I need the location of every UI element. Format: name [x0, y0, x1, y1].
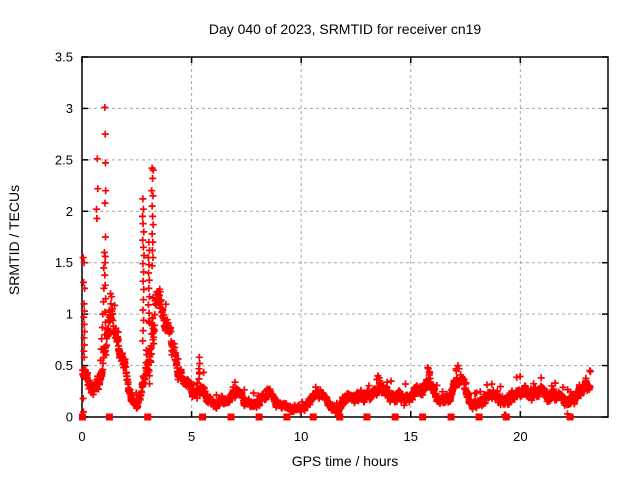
zero-marker-square	[363, 413, 371, 421]
zero-marker-square	[475, 413, 483, 421]
chart-title: Day 040 of 2023, SRMTID for receiver cn1…	[209, 21, 482, 37]
y-tick-label: 1.5	[55, 255, 73, 270]
zero-marker-square	[199, 413, 207, 421]
grid-lines	[82, 57, 608, 417]
y-tick-labels: 0 0.5 1 1.5 2 2.5 3 3.5	[55, 50, 73, 425]
x-tick-label: 15	[404, 429, 418, 444]
zero-marker-square	[419, 413, 427, 421]
y-tick-label: 2	[66, 204, 73, 219]
y-tick-label: 0	[66, 410, 73, 425]
zero-marker-square	[309, 413, 317, 421]
zero-marker-square	[502, 413, 510, 421]
zero-marker-square	[255, 413, 263, 421]
data-points	[78, 103, 594, 421]
x-tick-label: 0	[78, 429, 85, 444]
zero-marker-square	[283, 413, 291, 421]
x-tick-label: 20	[513, 429, 527, 444]
y-tick-label: 1	[66, 307, 73, 322]
zero-marker-square	[391, 413, 399, 421]
y-tick-label: 0.5	[55, 358, 73, 373]
y-tick-label: 2.5	[55, 152, 73, 167]
zero-marker-square	[336, 413, 344, 421]
zero-marker-square	[566, 413, 574, 421]
y-tick-label: 3.5	[55, 50, 73, 65]
x-tick-label: 5	[188, 429, 195, 444]
x-axis-label: GPS time / hours	[292, 453, 399, 469]
x-tick-label: 10	[294, 429, 308, 444]
y-axis-label: SRMTID / TECUs	[6, 185, 22, 295]
scatter-points	[79, 103, 594, 419]
plot-border	[81, 56, 609, 418]
x-tick-labels: 0 5 10 15 20	[78, 429, 527, 444]
zero-marker-square	[144, 413, 152, 421]
zero-marker-square	[78, 413, 86, 421]
zero-marker-square	[447, 413, 455, 421]
zero-marker-square	[227, 413, 235, 421]
y-tick-label: 3	[66, 101, 73, 116]
zero-marker-square	[105, 413, 113, 421]
